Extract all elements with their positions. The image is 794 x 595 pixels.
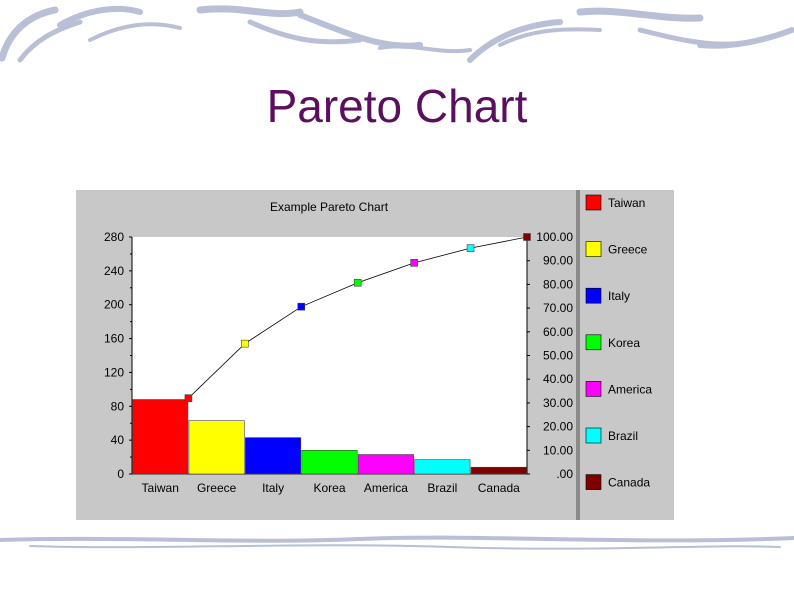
cumulative-line [184,233,531,402]
right-tick-label: 40.00 [543,372,573,386]
legend-label-italy: Italy [608,289,630,303]
legend-label-brazil: Brazil [608,429,638,443]
legend: Taiwan Greece Italy Korea America Brazil Canad… [585,194,652,490]
bars [132,399,527,475]
x-labels: Taiwan Greece Italy Korea America Brazil Canad… [142,481,521,495]
bar-taiwan [132,399,189,475]
pareto-chart: Example Pareto Chart 0 40 80 120 160 200 240 28… [76,190,674,520]
x-label-taiwan: Taiwan [142,481,179,495]
x-label-greece: Greece [197,481,237,495]
cumulative-point-brazil [466,244,475,252]
bar-canada [470,466,527,475]
left-tick-label: 280 [104,230,124,244]
cumulative-point-america [410,259,418,267]
bar-america [357,454,414,475]
x-label-america: America [364,481,408,495]
right-tick-label: .00 [556,467,573,481]
right-tick-label: 90.00 [543,254,573,268]
slide-title: Pareto Chart [266,80,528,132]
legend-swatch-italy [585,287,602,304]
left-tick-label: 160 [104,332,124,346]
right-ticks: .00 10.00 20.00 30.00 40.00 50.00 60.00 70.00 80… [527,230,573,481]
legend-label-greece: Greece [608,243,648,257]
cumulative-point-greece [241,339,249,348]
legend-swatch-korea [585,334,602,351]
legend-divider [576,190,580,520]
cumulative-point-italy [297,302,306,311]
bar-brazil [414,459,471,475]
x-label-brazil: Brazil [427,481,457,495]
legend-swatch-canada [585,474,602,490]
left-tick-label: 200 [104,298,124,312]
left-tick-label: 240 [104,264,124,278]
legend-swatch-america [585,381,602,397]
legend-swatch-brazil [585,427,602,444]
right-tick-label: 10.00 [543,443,573,457]
cumulative-point-canada [523,233,531,241]
right-tick-label: 20.00 [543,420,573,434]
left-tick-label: 0 [117,467,124,481]
left-tick-label: 40 [111,433,125,447]
right-tick-label: 100.00 [536,230,573,244]
right-tick-label: 60.00 [543,325,573,339]
cumulative-point-taiwan [184,394,193,402]
legend-label-canada: Canada [608,476,650,490]
right-tick-label: 30.00 [543,396,573,410]
bar-greece [188,420,245,475]
bar-korea [301,449,358,475]
right-tick-label: 70.00 [543,301,573,315]
right-tick-label: 50.00 [543,349,573,363]
legend-swatch-greece [585,241,602,257]
cumulative-point-korea [353,278,362,287]
right-tick-label: 80.00 [543,277,573,291]
x-label-canada: Canada [478,481,520,495]
bar-italy [245,437,302,475]
legend-swatch-taiwan [585,194,602,211]
left-tick-label: 80 [111,399,125,413]
legend-label-america: America [608,382,652,396]
x-label-italy: Italy [262,481,284,495]
left-ticks: 0 40 80 120 160 200 240 280 [104,230,132,481]
chart-title: Example Pareto Chart [270,200,389,214]
legend-label-korea: Korea [608,336,640,350]
legend-label-taiwan: Taiwan [608,196,645,210]
left-tick-label: 120 [104,365,124,379]
x-label-korea: Korea [313,481,345,495]
